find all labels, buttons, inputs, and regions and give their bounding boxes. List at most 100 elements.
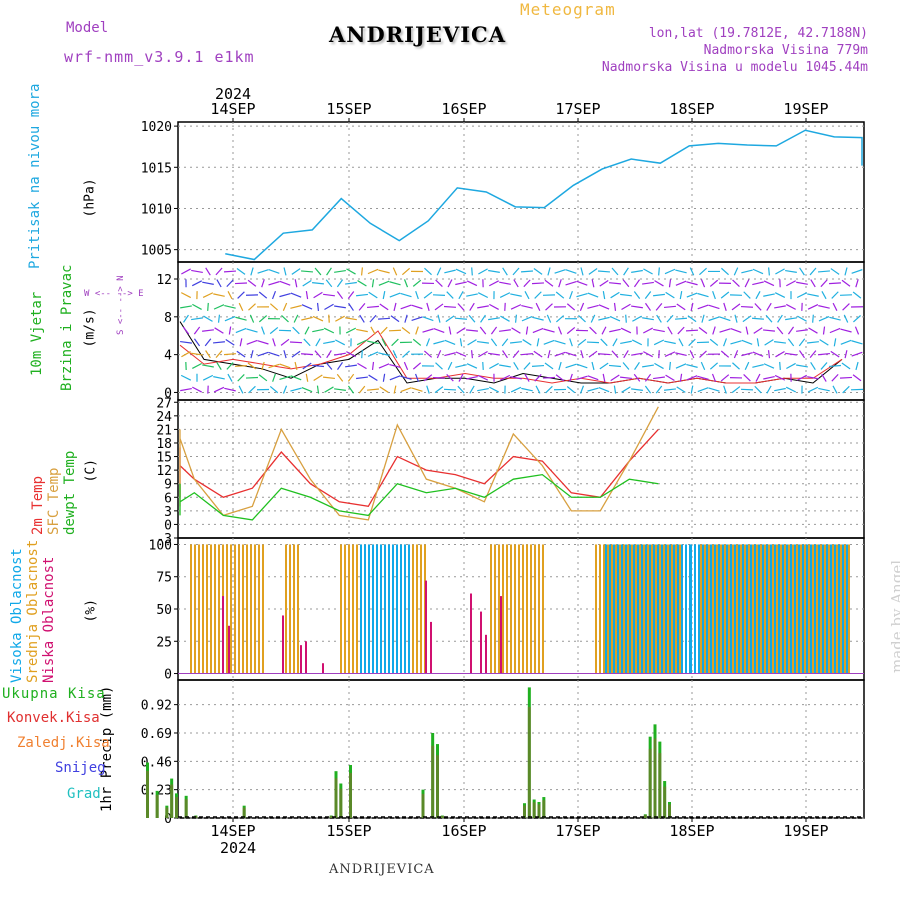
wind-arrow (377, 317, 391, 320)
cloud-bar (380, 544, 382, 674)
cloud-bar (340, 544, 342, 674)
wind-arrow (809, 267, 817, 276)
wind-arrow (820, 279, 828, 288)
wind-arrow (819, 339, 829, 346)
cloud-bar (202, 544, 204, 674)
wind-arrow (754, 385, 762, 394)
cloud-bar (824, 544, 826, 674)
wind-arrow (686, 281, 698, 286)
date-label-top: 17SEP (555, 100, 600, 118)
wind-arrow (477, 340, 489, 344)
wind-arrow (272, 338, 276, 347)
wind-arrow (521, 315, 533, 322)
wind-arrow (675, 269, 687, 274)
wind-arrow (622, 362, 630, 370)
wind-arrow (458, 291, 464, 300)
cloud-bar (814, 544, 816, 674)
cloud-bar (615, 544, 617, 674)
cloud-bar (408, 544, 410, 674)
wind-arrow (434, 386, 444, 394)
wind-arrow (752, 281, 764, 286)
wind-arrow (216, 361, 222, 370)
cloud-bar (675, 544, 677, 674)
cloud-bar (392, 544, 394, 674)
wind-arrow (510, 293, 522, 297)
cloud-bar (242, 544, 244, 674)
wind-arrow (248, 303, 256, 311)
wind-arrow (631, 339, 643, 346)
cloud-bar (498, 544, 500, 674)
cloud-bar (364, 544, 366, 674)
wind-arrow (763, 293, 775, 297)
wind-arrow (269, 303, 279, 311)
wind-arrow (686, 363, 698, 368)
cloud-bar (818, 544, 820, 674)
wind-arrow (213, 293, 225, 297)
cloud-bar (774, 544, 776, 674)
cloud-bar (635, 544, 637, 674)
wind-arrow (664, 388, 676, 391)
wind-arrow (633, 373, 641, 382)
wind-arrow (247, 362, 257, 370)
wind-arrow (775, 268, 785, 275)
wind-arrow (325, 279, 333, 288)
wind-arrow (776, 326, 784, 335)
wind-arrow (238, 385, 244, 394)
cloud-bar (772, 544, 774, 674)
cloud-bar (518, 544, 520, 674)
wind-arrow (325, 362, 333, 370)
wind-arrow (367, 268, 379, 275)
wind-arrow (502, 350, 508, 359)
pressure-tick-label: 1005 (141, 244, 172, 259)
wind-arrow (324, 303, 334, 311)
wind-arrow (345, 281, 357, 285)
wind-arrow (202, 364, 214, 368)
wind-arrow (347, 373, 355, 382)
pressure-tick-label: 1010 (141, 202, 172, 217)
wind-arrow (565, 351, 577, 357)
wind-arrow (625, 314, 627, 323)
wind-arrow (250, 267, 254, 276)
wind-arrow (844, 267, 848, 276)
wind-arrow (851, 269, 863, 274)
cloud-bar (802, 544, 804, 674)
cloud-bar (724, 544, 726, 674)
precip-bar-conv (527, 706, 531, 818)
wind-arrow (313, 291, 323, 299)
cloud-bar (750, 544, 752, 674)
wind-arrow (213, 341, 225, 344)
wind-arrow (809, 350, 817, 359)
wind-arrow (855, 279, 859, 288)
wind-arrow (554, 351, 566, 357)
wind-arrow (547, 350, 551, 359)
date-label-bottom: 19SEP (783, 822, 828, 840)
cloud-bar (262, 544, 264, 674)
wind-arrow (213, 376, 225, 380)
wind-arrow (766, 385, 772, 394)
wind-arrow (389, 375, 401, 381)
wind-arrow (433, 340, 445, 345)
wind-arrow (645, 302, 651, 311)
wind-arrow (554, 340, 566, 345)
wind-arrow (678, 338, 684, 347)
wind-arrow (238, 302, 244, 311)
wind-arrow (569, 338, 573, 347)
cloud-bar (641, 544, 643, 674)
wind-arrow (512, 267, 520, 276)
wind-arrow (831, 373, 839, 382)
wind-arrow (303, 338, 311, 347)
cloud-bar (637, 544, 639, 674)
wind-arrow (751, 317, 765, 320)
wind-arrow (334, 388, 346, 391)
wind-arrow (459, 338, 463, 347)
cloud-bar (718, 544, 720, 674)
precip-bar-conv (648, 748, 652, 818)
cloud-bar (830, 544, 832, 674)
wind-arrow (666, 314, 674, 323)
wind-arrow (524, 291, 530, 300)
wind-arrow (642, 317, 654, 321)
precip-bar-conv (175, 797, 178, 818)
wind-arrow (326, 350, 332, 359)
wind-arrow (668, 361, 672, 371)
wind-arrow (774, 341, 786, 344)
